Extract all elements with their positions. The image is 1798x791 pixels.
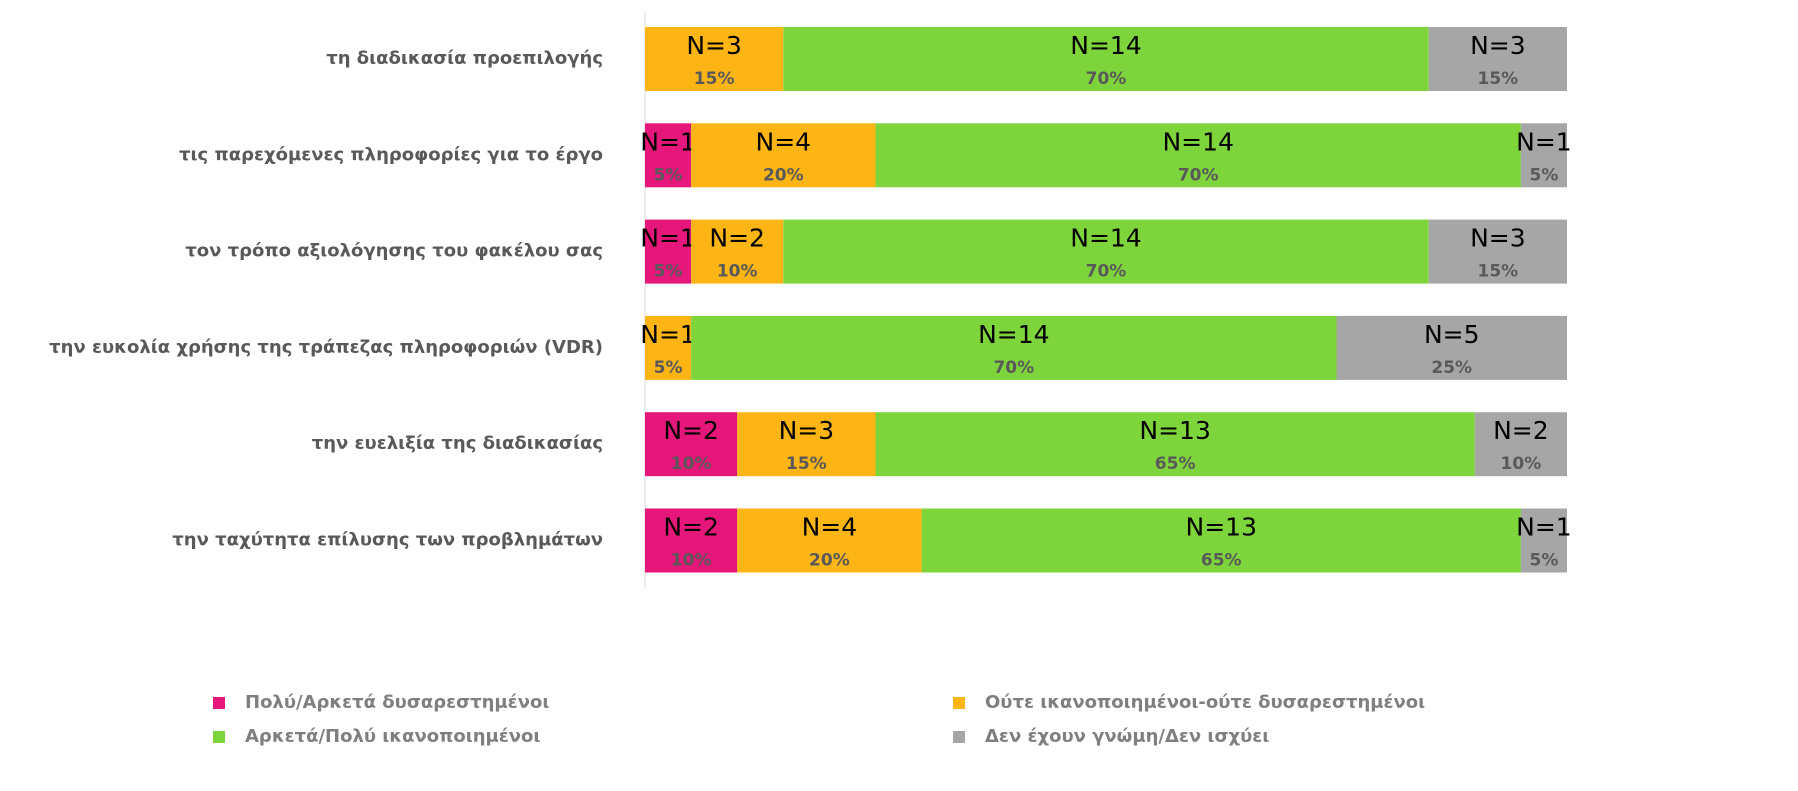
bar-segment: [783, 219, 1429, 284]
bar-segment: [645, 27, 784, 91]
bar-segment: [1520, 508, 1567, 573]
category-label: την ευελιξία της διαδικασίας: [312, 433, 603, 454]
data-label: 15%: [694, 69, 735, 89]
bar-segment: [737, 508, 922, 573]
data-label: 10%: [671, 551, 712, 571]
bar-segment: [691, 123, 876, 188]
bar-segment: [645, 412, 738, 477]
count-label: N=2: [663, 416, 719, 445]
bar-segment: [1428, 27, 1567, 91]
count-label: N=13: [1186, 513, 1257, 542]
data-label: 70%: [1178, 165, 1219, 185]
count-label: N=1: [640, 320, 696, 349]
legend-swatch: [953, 697, 965, 709]
data-label: 15%: [786, 454, 827, 474]
category-label: τη διαδικασία προεπιλογής: [326, 48, 603, 69]
bar-segment: [645, 508, 738, 573]
data-label: 15%: [1477, 69, 1518, 89]
data-label: 10%: [1501, 454, 1542, 474]
bar-segment: [1474, 412, 1567, 477]
data-label: 5%: [654, 262, 683, 282]
category-label: τον τρόπο αξιολόγησης του φακέλου σας: [185, 241, 603, 262]
count-label: N=3: [779, 416, 835, 445]
legend-swatch: [213, 731, 225, 743]
bar-segment: [1428, 219, 1567, 284]
data-label: 10%: [717, 262, 758, 282]
bar-segment: [691, 315, 1337, 380]
count-label: N=13: [1139, 416, 1210, 445]
data-label: 15%: [1477, 262, 1518, 282]
count-label: N=1: [640, 127, 696, 156]
bar-segment: [921, 508, 1521, 573]
category-label: τις παρεχόμενες πληροφορίες για το έργο: [179, 144, 603, 165]
bar-segment: [1520, 123, 1567, 188]
data-label: 70%: [1086, 262, 1127, 282]
count-label: N=14: [1162, 127, 1233, 156]
bar-segment: [645, 315, 692, 380]
legend-swatch: [213, 697, 225, 709]
bar-segment: [783, 27, 1429, 91]
bar-segment: [645, 123, 692, 188]
legend-swatch: [953, 731, 965, 743]
data-label: 5%: [654, 358, 683, 378]
count-label: N=3: [1470, 224, 1526, 253]
legend-label: Αρκετά/Πολύ ικανοποιημένοι: [245, 726, 540, 747]
legend-label: Πολύ/Αρκετά δυσαρεστημένοι: [245, 692, 549, 713]
data-label: 5%: [654, 165, 683, 185]
count-label: N=4: [756, 127, 812, 156]
data-label: 10%: [671, 454, 712, 474]
bar-segment: [645, 219, 692, 284]
data-label: 20%: [809, 551, 850, 571]
count-label: N=1: [1516, 127, 1572, 156]
data-label: 70%: [993, 358, 1034, 378]
data-label: 70%: [1086, 69, 1127, 89]
legend-label: Δεν έχουν γνώμη/Δεν ισχύει: [985, 726, 1269, 747]
data-label: 25%: [1431, 358, 1472, 378]
bar-segment: [875, 123, 1521, 188]
data-label: 5%: [1530, 551, 1559, 571]
bar-segment: [875, 412, 1475, 477]
count-label: N=2: [1493, 416, 1549, 445]
count-label: N=14: [1070, 31, 1141, 60]
category-label: την ταχύτητα επίλυσης των προβλημάτων: [172, 530, 603, 551]
count-label: N=1: [1516, 513, 1572, 542]
legend-label: Ούτε ικανοποιημένοι-ούτε δυσαρεστημένοι: [985, 692, 1425, 713]
count-label: N=3: [1470, 31, 1526, 60]
count-label: N=1: [640, 224, 696, 253]
bar-segment: [691, 219, 784, 284]
category-label: την ευκολία χρήσης της τράπεζας πληροφορ…: [49, 337, 603, 358]
bar-segment: [1336, 315, 1567, 380]
bar-segment: [737, 412, 876, 477]
count-label: N=14: [1070, 224, 1141, 253]
count-label: N=4: [802, 513, 858, 542]
count-label: N=5: [1424, 320, 1480, 349]
data-label: 65%: [1155, 454, 1196, 474]
data-label: 20%: [763, 165, 804, 185]
data-label: 5%: [1530, 165, 1559, 185]
count-label: N=3: [686, 31, 742, 60]
count-label: N=14: [978, 320, 1049, 349]
data-label: 65%: [1201, 551, 1242, 571]
count-label: N=2: [709, 224, 765, 253]
count-label: N=2: [663, 513, 719, 542]
